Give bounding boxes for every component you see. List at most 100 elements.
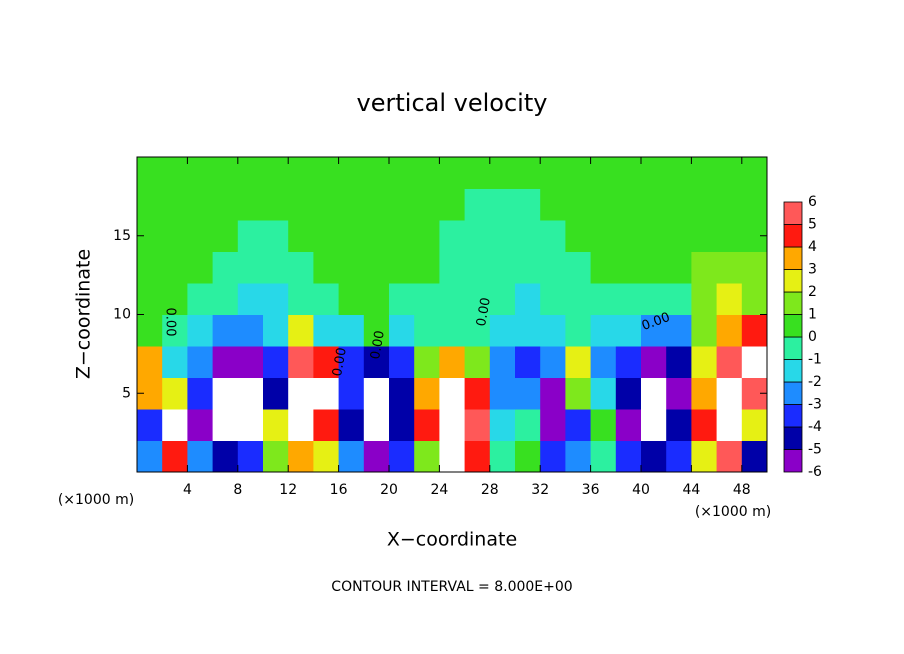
cell [263,440,289,473]
cell [439,251,466,284]
cell [237,314,264,347]
cell [187,220,214,252]
cell [187,377,214,410]
cell [389,409,415,441]
cell [389,220,415,252]
cell [666,251,692,284]
cell [313,157,340,189]
cell [237,377,264,410]
cell [741,283,768,315]
cell [137,283,163,315]
cell [615,283,642,315]
cell [590,346,617,378]
cell [338,440,365,473]
cell [389,251,415,284]
cell [641,157,667,189]
cell [389,314,415,347]
cell [464,409,491,441]
cell [515,440,541,473]
cell [363,440,390,473]
colorbar-label: -2 [808,374,822,390]
x-tick-label: 8 [233,482,242,498]
cell [515,188,541,221]
cell [666,346,692,378]
cell [414,440,440,473]
x-unit-label: (×1000 m) [58,492,134,508]
cell [515,283,541,315]
cell [288,283,314,315]
cell [162,346,188,378]
x-unit-label: (×1000 m) [695,504,771,520]
cell [439,409,466,441]
colorbar-box [783,404,803,428]
x-tick-label: 36 [582,482,600,498]
cell [590,157,617,189]
cell [237,251,264,284]
cell [691,251,718,284]
cell [565,346,592,378]
cell [439,314,466,347]
cell [641,346,667,378]
cell [741,440,768,473]
cell [540,314,566,347]
cell [338,409,365,441]
cell [414,377,440,410]
cell [414,188,440,221]
colorbar-box [783,201,803,225]
cell [288,314,314,347]
cell [489,220,516,252]
colorbar-label: -1 [808,352,822,368]
cell [540,346,566,378]
cell [464,314,491,347]
colorbar-label: 3 [808,262,817,278]
cell [137,440,163,473]
cell [464,283,491,315]
cell [515,346,541,378]
cell [237,409,264,441]
cell [137,409,163,441]
cell [389,346,415,378]
cell [389,440,415,473]
cell [313,220,340,252]
cell [363,188,390,221]
colorbar-box [783,269,803,293]
cell [187,409,214,441]
cell [363,346,390,378]
cell [515,377,541,410]
cell [464,251,491,284]
cell [363,409,390,441]
cell [666,220,692,252]
cell [212,220,239,252]
cell [716,220,743,252]
cell [237,220,264,252]
cell [464,220,491,252]
colorbar-label: 5 [808,217,817,233]
cell [162,409,188,441]
x-tick-label: 48 [733,482,751,498]
cell [338,283,365,315]
cell [666,283,692,315]
colorbar-label: 6 [808,194,817,210]
x-tick-label: 28 [481,482,499,498]
x-tick-label: 40 [632,482,650,498]
cell [615,188,642,221]
cell [741,346,768,378]
cell [263,377,289,410]
x-tick-label: 4 [183,482,192,498]
colorbar-box [783,291,803,315]
cell [641,440,667,473]
cell [590,314,617,347]
cell [313,251,340,284]
cell [237,440,264,473]
cell [363,377,390,410]
cell [716,188,743,221]
cell [338,220,365,252]
cell [666,314,692,347]
cell [389,157,415,189]
cell [615,314,642,347]
cell [439,377,466,410]
y-tick-label: 10 [113,307,131,323]
cell [666,377,692,410]
cell [565,188,592,221]
cell [338,157,365,189]
